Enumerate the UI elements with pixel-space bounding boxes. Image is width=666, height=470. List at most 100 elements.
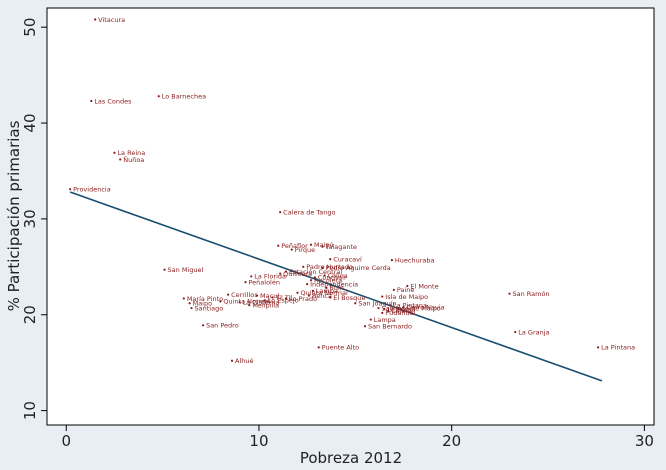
point-marker bbox=[263, 299, 266, 302]
data-point: San Bernardo bbox=[363, 323, 412, 331]
point-label: María Pinto bbox=[187, 295, 223, 303]
fit-line bbox=[69, 191, 603, 382]
data-point: Colina bbox=[323, 272, 348, 280]
data-point: Peñalolén bbox=[244, 278, 280, 286]
data-point: Lo Espejo bbox=[263, 297, 299, 305]
point-label: Renca bbox=[312, 292, 332, 300]
data-point: San Joaquín bbox=[354, 300, 397, 308]
point-label: Quinta Normal bbox=[301, 289, 348, 297]
point-label: Cerrillos bbox=[231, 291, 258, 299]
scatter-points: Vitacura Las Condes Lo Barnechea La ReinaÑu… bbox=[69, 16, 635, 365]
data-point: San Miguel bbox=[163, 266, 203, 274]
point-label: San Bernardo bbox=[368, 323, 412, 331]
point-label: Quinta Normal bbox=[223, 298, 270, 306]
point-marker bbox=[329, 296, 332, 299]
point-marker bbox=[377, 306, 380, 310]
point-marker bbox=[306, 282, 309, 286]
point-label: Maipo bbox=[193, 300, 213, 308]
point-marker bbox=[390, 259, 394, 262]
x-tick-label: 0 bbox=[61, 432, 71, 450]
point-label: Huechuraba bbox=[395, 256, 435, 264]
point-marker bbox=[307, 294, 311, 297]
data-point: Calera bbox=[386, 307, 412, 315]
point-marker bbox=[354, 302, 357, 305]
point-marker bbox=[313, 276, 316, 279]
data-point: Buin bbox=[325, 284, 344, 292]
point-marker bbox=[227, 293, 230, 296]
point-label: Calera de Tango bbox=[283, 208, 335, 216]
point-label: Lo Prado bbox=[289, 295, 317, 303]
point-marker bbox=[329, 258, 332, 261]
point-marker bbox=[296, 291, 299, 294]
point-marker bbox=[386, 309, 390, 313]
point-marker bbox=[69, 188, 72, 191]
data-point: Quilicura bbox=[279, 270, 312, 278]
data-point: Curacaví bbox=[329, 255, 362, 263]
x-tick-label: 30 bbox=[635, 432, 654, 450]
data-point: Cerrillos bbox=[227, 291, 258, 299]
point-label: Talagante bbox=[325, 243, 357, 251]
data-point: Huechuraba bbox=[390, 256, 435, 264]
data-point: La Granja bbox=[514, 328, 550, 336]
point-marker bbox=[321, 266, 324, 269]
point-label: Vitacura bbox=[98, 16, 125, 24]
point-label: Macul bbox=[260, 292, 279, 300]
point-marker bbox=[284, 297, 288, 300]
data-point: La Florida bbox=[250, 273, 286, 281]
point-label: Las Condes bbox=[94, 97, 132, 105]
data-point: Lampa bbox=[369, 316, 396, 324]
data-point: Estación Central bbox=[284, 268, 342, 276]
data-point: El Bosque bbox=[329, 294, 365, 302]
point-label: Curacaví bbox=[333, 255, 362, 263]
data-point: Padre Hurtado bbox=[302, 263, 353, 271]
point-marker bbox=[190, 306, 193, 310]
point-marker bbox=[323, 274, 326, 277]
point-marker bbox=[388, 304, 392, 307]
data-point: Til Til bbox=[271, 294, 292, 302]
point-marker bbox=[250, 275, 253, 278]
data-point: Quinta Normal bbox=[219, 298, 271, 306]
data-point: Paine bbox=[392, 286, 414, 294]
point-label: El Monte bbox=[410, 282, 438, 290]
point-marker bbox=[311, 289, 315, 292]
data-point: Maipo bbox=[188, 300, 212, 308]
x-tick-label: 10 bbox=[249, 432, 268, 450]
x-axis-title: Pobreza 2012 bbox=[300, 449, 402, 467]
point-marker bbox=[363, 325, 367, 328]
point-label: Lampa bbox=[374, 316, 396, 324]
data-point: Providencia bbox=[69, 185, 111, 193]
data-point: Peñaflor bbox=[277, 242, 308, 250]
point-marker bbox=[279, 272, 282, 275]
point-label: Buin bbox=[329, 284, 344, 292]
point-marker bbox=[309, 243, 313, 246]
point-label: Recoleta bbox=[314, 277, 342, 285]
point-marker bbox=[255, 294, 259, 297]
data-point: Conchalí bbox=[313, 274, 346, 282]
data-point: María Pinto bbox=[182, 295, 223, 303]
point-marker bbox=[317, 346, 320, 349]
point-label: Providencia bbox=[73, 185, 111, 193]
data-point: El Monte bbox=[406, 282, 439, 290]
data-point: Alhué bbox=[230, 357, 253, 365]
point-marker bbox=[219, 300, 222, 303]
point-marker bbox=[514, 330, 517, 334]
point-marker bbox=[302, 265, 305, 268]
point-label: Pirque bbox=[295, 246, 315, 254]
data-point: Santiago bbox=[190, 304, 223, 312]
point-label: Ñuñoa bbox=[123, 155, 144, 164]
data-point: Melipilla bbox=[248, 301, 279, 309]
point-marker bbox=[284, 270, 288, 273]
point-marker bbox=[325, 286, 328, 290]
data-point: Renca bbox=[307, 292, 332, 300]
data-point: Macul bbox=[255, 292, 279, 300]
point-label: La Reina bbox=[117, 149, 145, 157]
point-label: Til Til bbox=[274, 294, 292, 302]
point-marker bbox=[238, 301, 241, 304]
data-point: Lo Prado bbox=[383, 305, 415, 313]
point-label: La Pintana bbox=[393, 301, 427, 309]
plot-area bbox=[46, 7, 655, 426]
point-label: Quilicura bbox=[283, 270, 312, 278]
point-label: Lampa bbox=[316, 287, 338, 295]
data-point: Ñuñoa bbox=[119, 155, 144, 164]
point-marker bbox=[201, 324, 205, 327]
